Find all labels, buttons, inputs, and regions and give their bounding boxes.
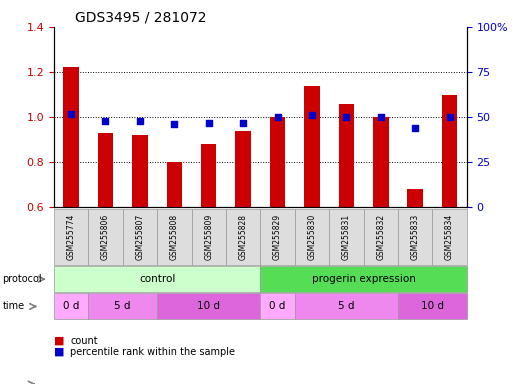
Bar <box>270 117 285 207</box>
Point <box>445 114 453 120</box>
Text: time: time <box>3 301 25 311</box>
Point <box>205 119 213 126</box>
Point <box>67 111 75 117</box>
Text: 0 d: 0 d <box>63 301 80 311</box>
Text: count: count <box>70 336 98 346</box>
Point <box>273 114 282 120</box>
Text: percentile rank within the sample: percentile rank within the sample <box>70 347 235 357</box>
Text: GSM255832: GSM255832 <box>377 214 385 260</box>
Text: progerin expression: progerin expression <box>312 274 416 284</box>
Text: GSM255828: GSM255828 <box>239 214 248 260</box>
Text: GSM255833: GSM255833 <box>411 214 420 260</box>
Text: 0 d: 0 d <box>269 301 286 311</box>
Bar <box>98 133 113 207</box>
Point <box>239 119 247 126</box>
Text: ■: ■ <box>54 336 64 346</box>
Point <box>308 112 316 118</box>
Point <box>136 118 144 124</box>
Text: GSM255831: GSM255831 <box>342 214 351 260</box>
Text: control: control <box>139 274 175 284</box>
Text: 10 d: 10 d <box>421 301 444 311</box>
Bar <box>339 104 354 207</box>
Point <box>102 118 110 124</box>
Point <box>411 125 419 131</box>
Text: GSM255807: GSM255807 <box>135 214 144 260</box>
Bar <box>63 68 79 207</box>
Text: GSM255774: GSM255774 <box>67 214 75 260</box>
Bar <box>304 86 320 207</box>
Text: 10 d: 10 d <box>197 301 220 311</box>
Bar <box>132 135 148 207</box>
Text: GSM255808: GSM255808 <box>170 214 179 260</box>
Point <box>377 114 385 120</box>
Bar <box>167 162 182 207</box>
Text: GDS3495 / 281072: GDS3495 / 281072 <box>74 10 206 24</box>
Text: GSM255829: GSM255829 <box>273 214 282 260</box>
Point <box>342 114 350 120</box>
Bar <box>442 94 458 207</box>
Text: GSM255830: GSM255830 <box>307 214 317 260</box>
Text: ■: ■ <box>54 347 64 357</box>
Bar <box>407 189 423 207</box>
Text: GSM255809: GSM255809 <box>204 214 213 260</box>
Bar <box>235 131 251 207</box>
Text: GSM255806: GSM255806 <box>101 214 110 260</box>
Text: protocol: protocol <box>3 274 42 284</box>
Text: 5 d: 5 d <box>338 301 354 311</box>
Text: GSM255834: GSM255834 <box>445 214 454 260</box>
Bar <box>201 144 216 207</box>
Bar <box>373 117 388 207</box>
Text: 5 d: 5 d <box>114 301 131 311</box>
Point <box>170 121 179 127</box>
